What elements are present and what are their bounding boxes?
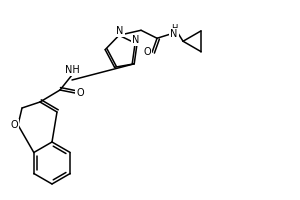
Text: NH: NH	[64, 65, 80, 75]
Text: O: O	[10, 120, 18, 130]
Text: O: O	[143, 47, 151, 57]
Text: N: N	[170, 29, 178, 39]
Text: H: H	[171, 24, 177, 33]
Text: N: N	[132, 35, 140, 45]
Text: O: O	[76, 88, 84, 98]
Text: N: N	[116, 26, 124, 36]
